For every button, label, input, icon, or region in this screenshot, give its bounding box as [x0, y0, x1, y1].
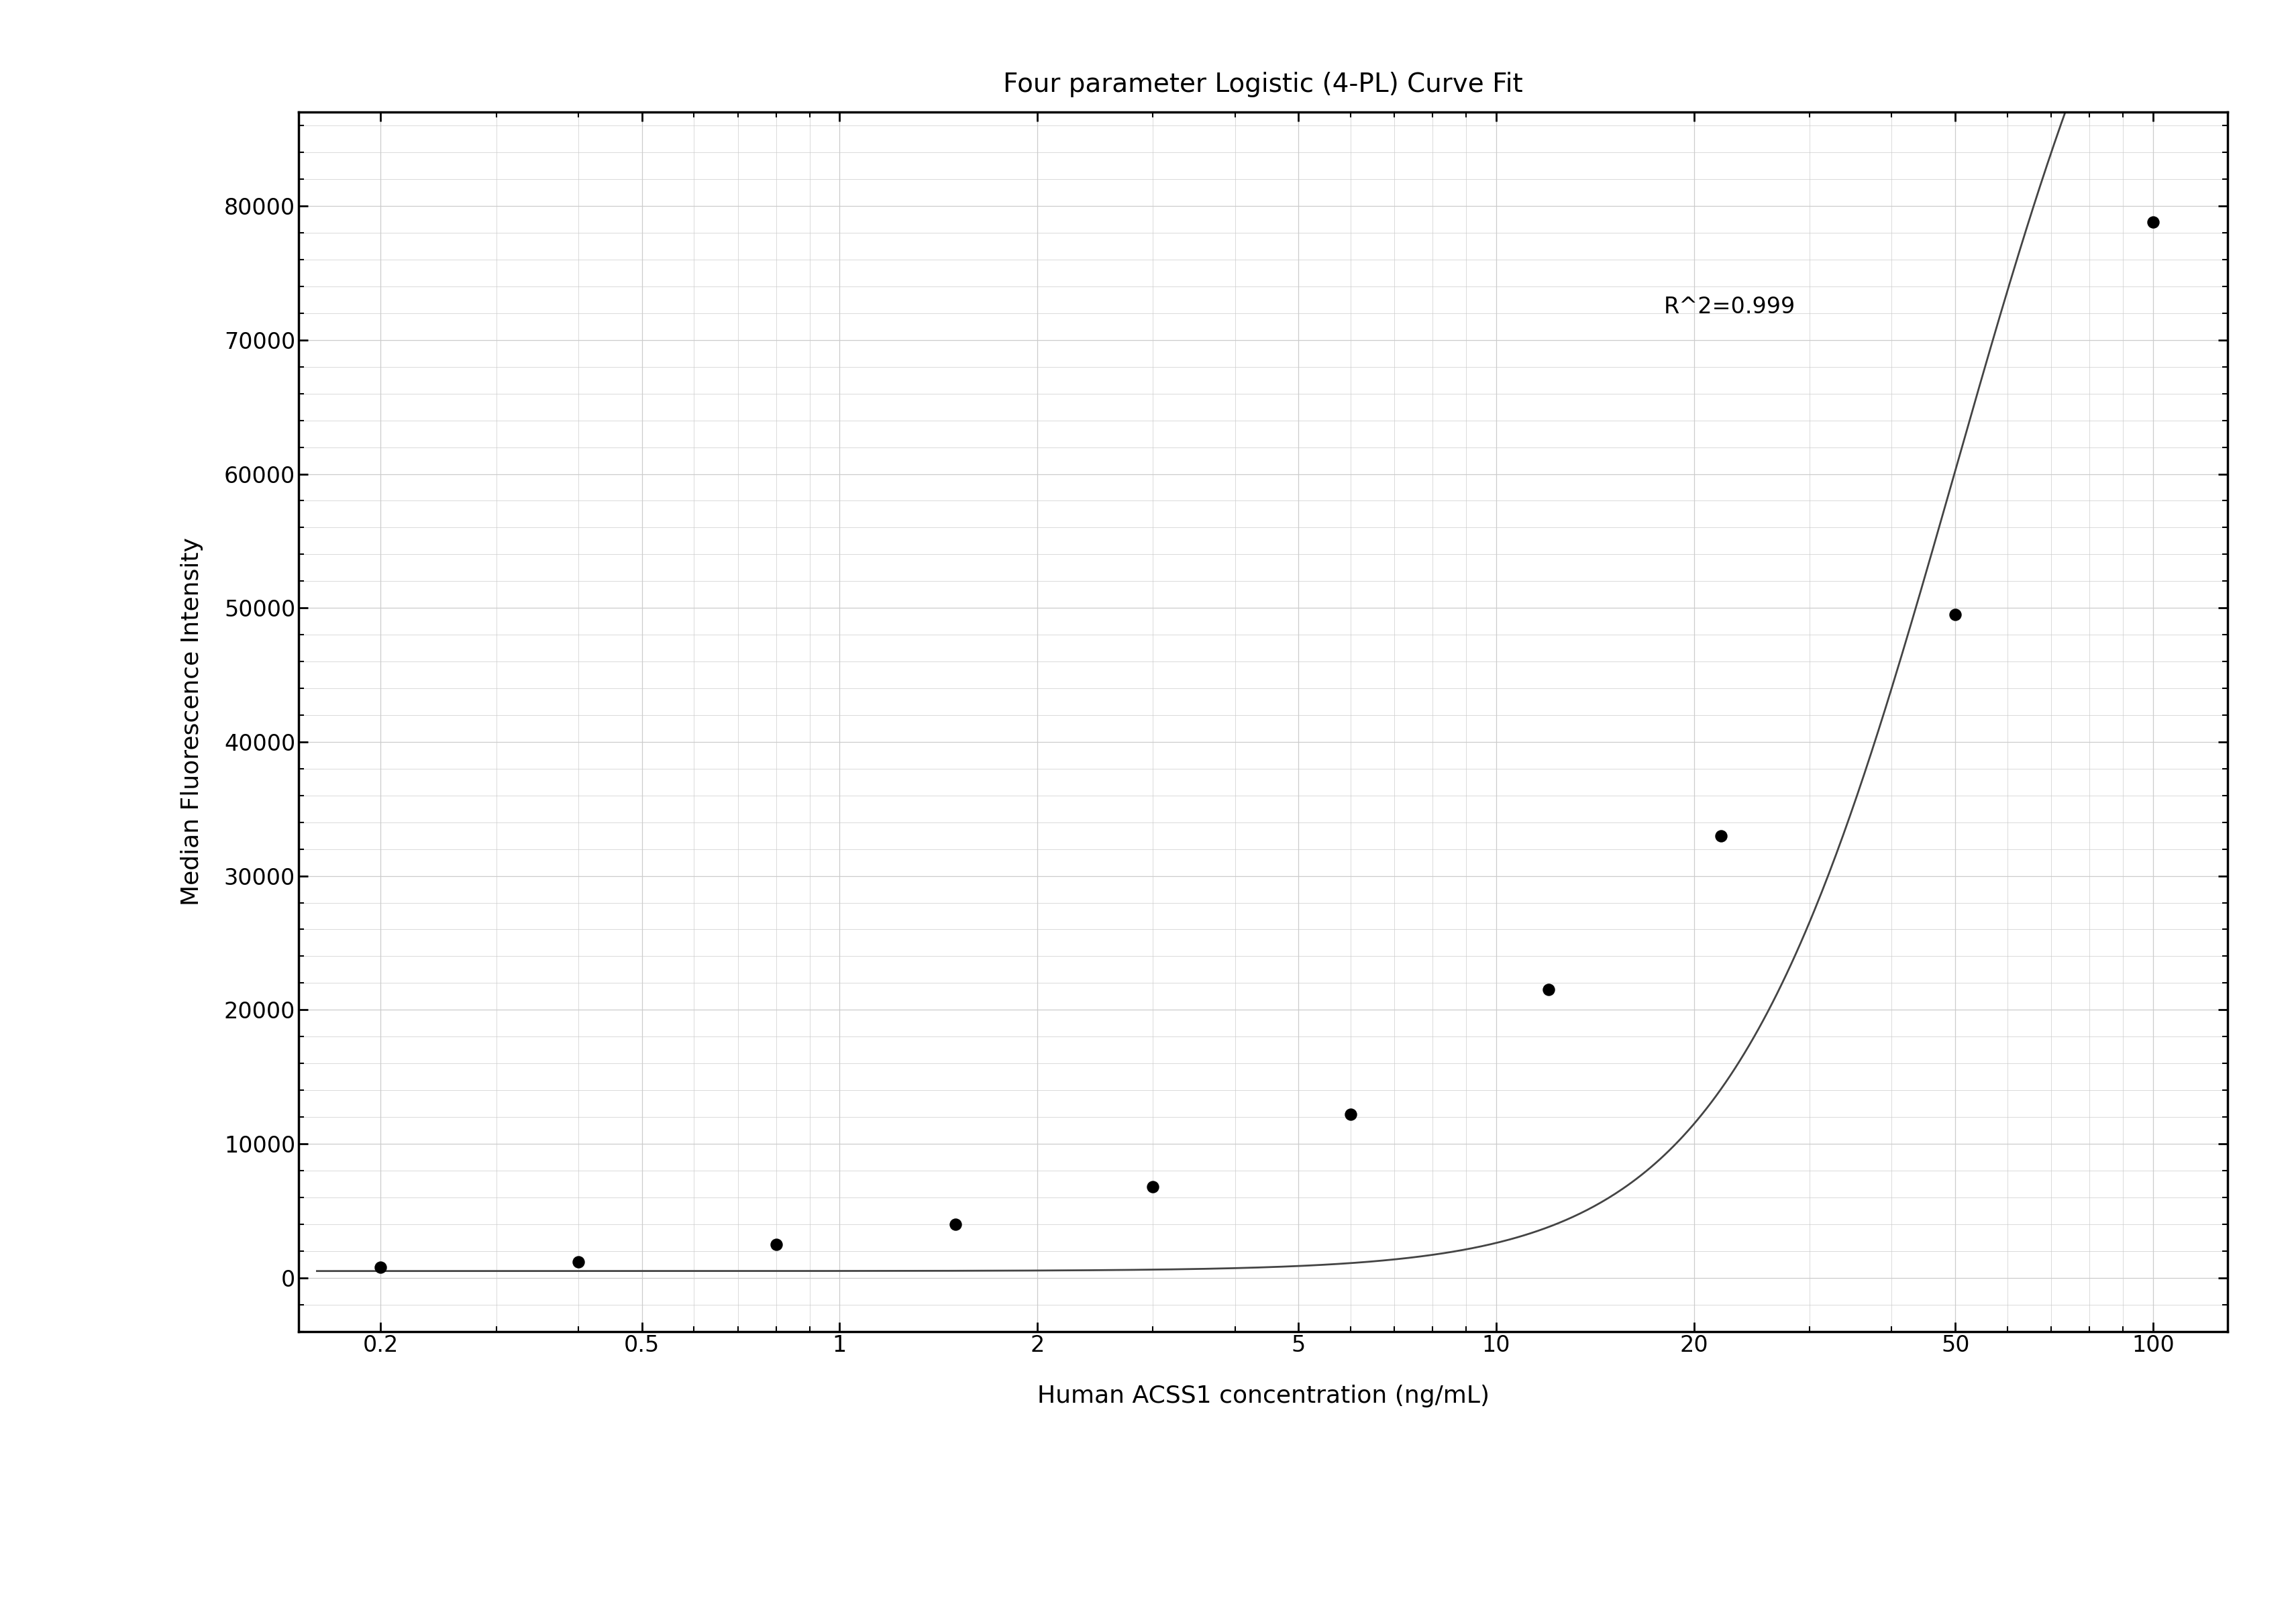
Point [1936, 602, 1972, 627]
X-axis label: Human ACSS1 concentration (ng/mL): Human ACSS1 concentration (ng/mL) [1038, 1384, 1488, 1407]
Y-axis label: Median Fluorescence Intensity: Median Fluorescence Intensity [181, 537, 204, 906]
Point [1701, 823, 1738, 849]
Point [1134, 1174, 1171, 1200]
Point [363, 1254, 400, 1280]
Title: Four parameter Logistic (4-PL) Curve Fit: Four parameter Logistic (4-PL) Curve Fit [1003, 72, 1522, 98]
Point [1332, 1102, 1368, 1128]
Point [1529, 977, 1566, 1002]
Text: R^2=0.999: R^2=0.999 [1662, 295, 1795, 318]
Point [2133, 209, 2170, 234]
Point [758, 1232, 794, 1258]
Point [560, 1250, 597, 1275]
Point [937, 1211, 974, 1237]
